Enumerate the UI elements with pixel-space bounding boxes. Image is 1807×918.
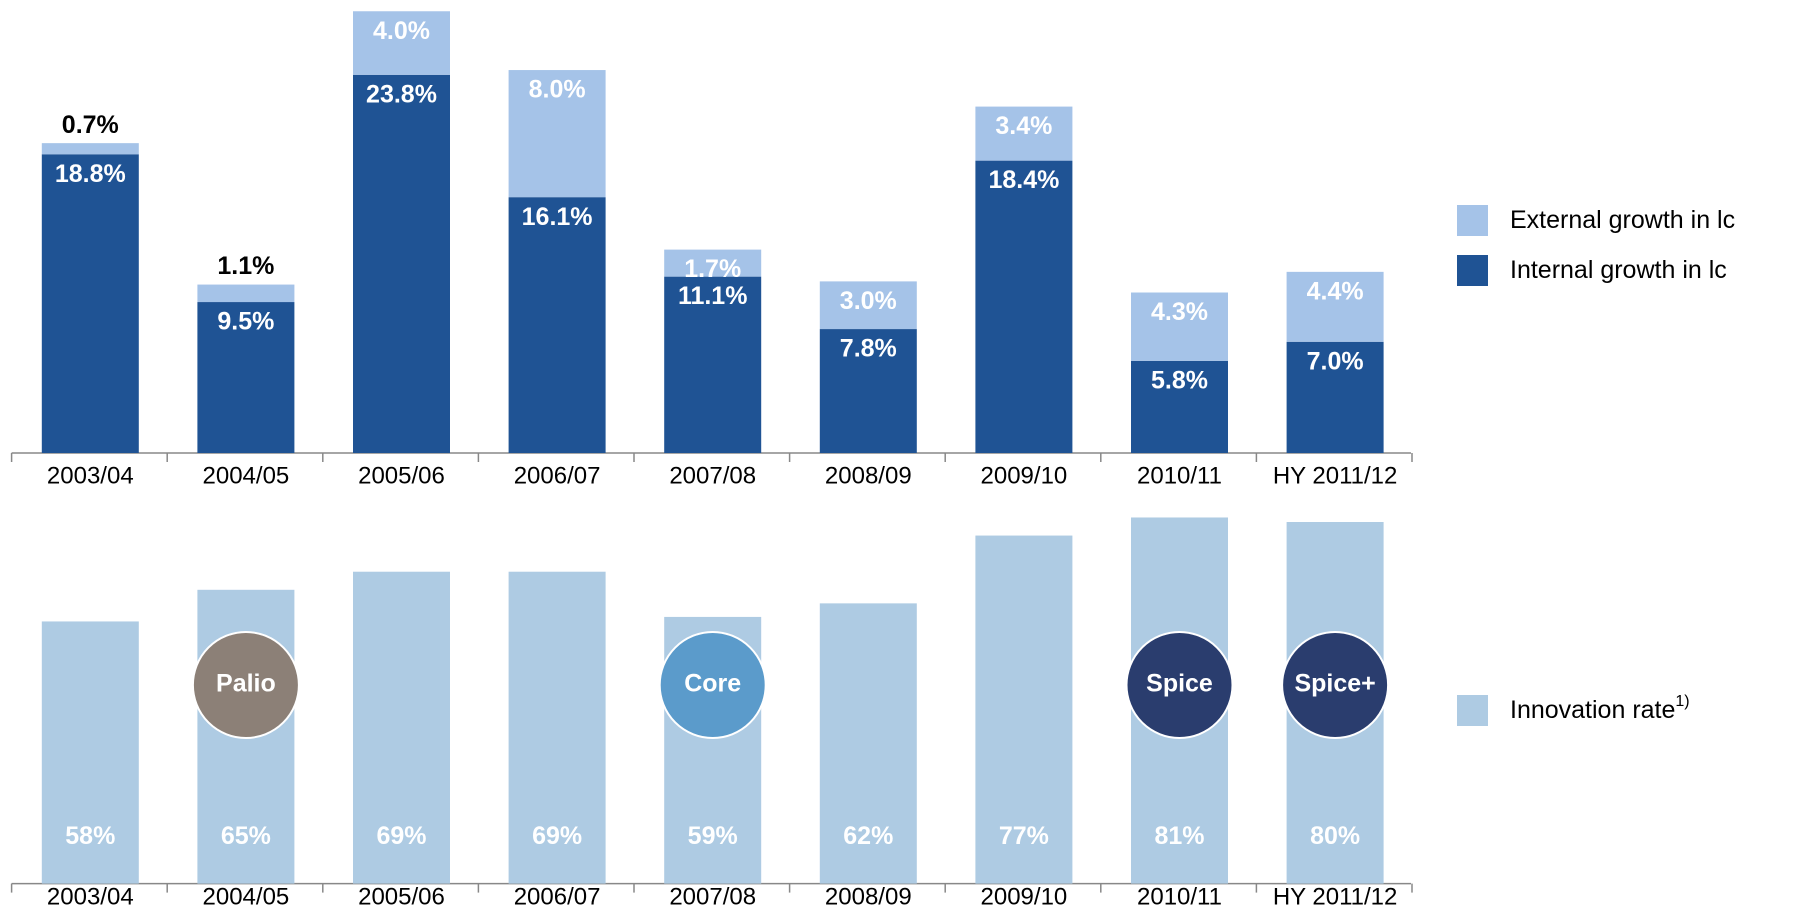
annotation-badge bbox=[1125, 631, 1234, 739]
legend-swatch bbox=[1457, 255, 1488, 286]
x-tick-label: HY 2011/12 bbox=[1273, 883, 1398, 910]
bar bbox=[353, 74, 450, 454]
legend-label: External growth in lc bbox=[1510, 206, 1735, 234]
value-label: 3.0% bbox=[840, 287, 897, 315]
value-label: 7.8% bbox=[840, 335, 897, 363]
value-label: 59% bbox=[688, 822, 738, 850]
value-label: 4.3% bbox=[1151, 298, 1208, 326]
bar bbox=[975, 535, 1073, 884]
bar bbox=[353, 571, 450, 884]
value-label: 4.0% bbox=[373, 17, 430, 45]
value-label: 65% bbox=[221, 822, 271, 850]
x-tick-label: 2006/07 bbox=[514, 462, 601, 489]
x-tick-label: 2004/05 bbox=[203, 883, 290, 910]
x-tick-label: 2010/11 bbox=[1137, 462, 1222, 489]
value-label: 23.8% bbox=[366, 80, 437, 108]
x-tick-label: HY 2011/12 bbox=[1273, 462, 1398, 489]
bar bbox=[819, 281, 917, 330]
value-label: 0.7% bbox=[62, 111, 119, 139]
x-tick-label: 2003/04 bbox=[47, 883, 134, 910]
annotation-label: Spice bbox=[1146, 670, 1213, 698]
bar bbox=[1131, 360, 1228, 453]
x-tick-label: 2008/09 bbox=[825, 462, 912, 489]
bar bbox=[975, 106, 1073, 161]
x-tick-label: 2009/10 bbox=[981, 462, 1068, 489]
value-label: 3.4% bbox=[995, 112, 1052, 140]
value-label: 4.4% bbox=[1307, 277, 1364, 305]
value-label: 1.1% bbox=[217, 252, 274, 280]
value-label: 77% bbox=[999, 822, 1049, 850]
annotation-label: Spice+ bbox=[1294, 670, 1375, 698]
bar bbox=[197, 302, 295, 453]
bar bbox=[1131, 292, 1228, 361]
value-label: 62% bbox=[843, 822, 893, 850]
bar bbox=[508, 197, 606, 453]
bar bbox=[819, 603, 917, 884]
x-tick-label: 2005/06 bbox=[358, 462, 445, 489]
value-label: 18.8% bbox=[55, 160, 126, 188]
value-label: 69% bbox=[376, 822, 426, 850]
value-label: 16.1% bbox=[522, 203, 593, 231]
x-tick-label: 2007/08 bbox=[669, 462, 756, 489]
x-tick-label: 2005/06 bbox=[358, 883, 445, 910]
legend-label: Internal growth in lc bbox=[1510, 256, 1727, 284]
x-tick-label: 2007/08 bbox=[669, 883, 756, 910]
annotation-badge bbox=[658, 631, 767, 739]
value-label: 5.8% bbox=[1151, 366, 1208, 394]
bar bbox=[1286, 271, 1384, 342]
value-label: 81% bbox=[1154, 822, 1204, 850]
annotation-badge bbox=[1281, 631, 1390, 739]
value-label: 69% bbox=[532, 822, 582, 850]
value-label: 7.0% bbox=[1307, 347, 1364, 375]
bar bbox=[508, 70, 606, 198]
annotation-badge bbox=[191, 631, 300, 739]
x-tick-label: 2003/04 bbox=[47, 462, 134, 489]
bar bbox=[41, 143, 139, 155]
bar bbox=[819, 329, 917, 453]
legend-name: Innovation rate bbox=[1510, 696, 1675, 724]
legend-name: Internal growth in lc bbox=[1510, 256, 1727, 284]
bar bbox=[41, 154, 139, 453]
bar bbox=[353, 11, 450, 75]
value-label: 18.4% bbox=[988, 166, 1059, 194]
x-tick-label: 2006/07 bbox=[514, 883, 601, 910]
legend-swatch bbox=[1457, 205, 1488, 236]
legend-note: 1) bbox=[1675, 693, 1689, 710]
bar bbox=[664, 276, 762, 453]
value-label: 1.7% bbox=[684, 255, 741, 283]
legend-swatch bbox=[1457, 695, 1488, 726]
x-tick-label: 2004/05 bbox=[203, 462, 290, 489]
legend-name: External growth in lc bbox=[1510, 206, 1735, 234]
legend-label: Innovation rate1) bbox=[1510, 693, 1690, 723]
value-label: 58% bbox=[65, 822, 115, 850]
value-label: 8.0% bbox=[529, 76, 586, 104]
bar bbox=[41, 621, 139, 884]
bar bbox=[1286, 341, 1384, 453]
value-label: 9.5% bbox=[217, 308, 274, 336]
x-tick-label: 2009/10 bbox=[981, 883, 1068, 910]
bar bbox=[975, 160, 1073, 453]
annotation-label: Palio bbox=[216, 670, 276, 698]
bar bbox=[664, 249, 762, 277]
x-tick-label: 2008/09 bbox=[825, 883, 912, 910]
bar bbox=[508, 571, 606, 884]
x-tick-label: 2010/11 bbox=[1137, 883, 1222, 910]
bar bbox=[197, 284, 295, 303]
value-label: 11.1% bbox=[678, 282, 748, 310]
annotation-label: Core bbox=[684, 670, 741, 698]
value-label: 80% bbox=[1310, 822, 1360, 850]
